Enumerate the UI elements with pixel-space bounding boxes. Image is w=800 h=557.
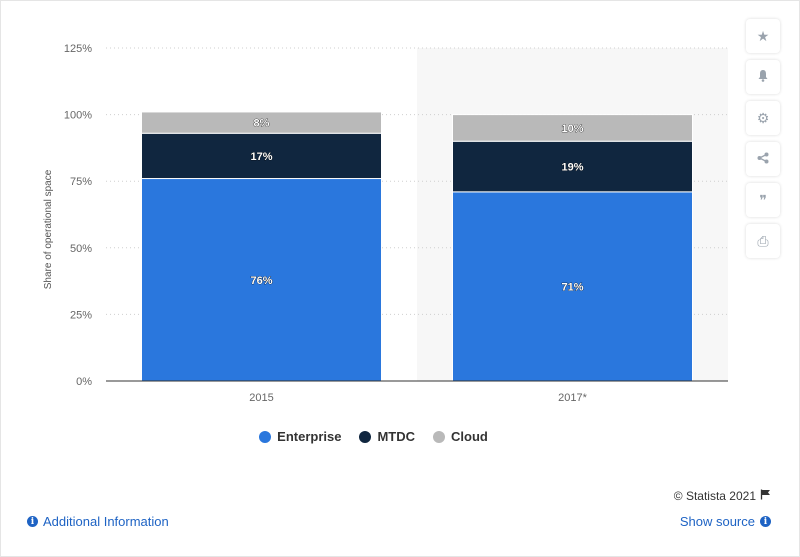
show-source-label: Show source: [679, 514, 755, 529]
legend-item-enterprise[interactable]: Enterprise: [259, 429, 341, 444]
x-tick-label: 2015: [249, 392, 273, 404]
legend-label: Enterprise: [277, 429, 342, 444]
print-icon: ⎙: [757, 232, 769, 249]
y-tick-label: 125%: [64, 43, 92, 55]
data-label: 19%: [561, 162, 583, 174]
share-icon: [757, 151, 769, 167]
chart-legend: Enterprise MTDC Cloud: [1, 429, 746, 444]
notification-button[interactable]: [746, 60, 780, 94]
info-icon: i: [760, 516, 771, 527]
favorite-button[interactable]: ★: [746, 19, 780, 53]
y-tick-label: 50%: [70, 243, 92, 255]
bar-segment: [452, 191, 693, 382]
quote-icon: ❞: [759, 191, 767, 208]
show-source-link[interactable]: Show source i: [680, 514, 771, 529]
bar-segment: [141, 178, 382, 382]
legend-item-mtdc[interactable]: MTDC: [359, 429, 415, 444]
y-tick-label: 25%: [70, 309, 92, 321]
y-tick-label: 75%: [70, 176, 92, 188]
data-label: 71%: [561, 281, 583, 293]
settings-button[interactable]: ⚙: [746, 101, 780, 135]
chart-area: 0% 25% 50% 75% 100% 125% Share of operational …: [43, 43, 728, 404]
share-button[interactable]: [746, 142, 780, 176]
gear-icon: ⚙: [756, 109, 770, 126]
legend-label: MTDC: [377, 429, 416, 444]
legend-swatch: [359, 430, 372, 443]
x-tick-label: 2017*: [558, 392, 587, 404]
print-button[interactable]: ⎙: [746, 224, 780, 258]
y-tick-label: 0%: [76, 376, 92, 388]
side-toolbar: ★ ⚙ ❞ ⎙: [746, 19, 780, 265]
data-label: 17%: [250, 151, 272, 163]
data-label: 10%: [561, 123, 583, 135]
flag-icon: [760, 489, 771, 503]
legend-item-cloud[interactable]: Cloud: [433, 429, 488, 444]
legend-label: Cloud: [451, 429, 488, 444]
bar-segment: [141, 111, 382, 134]
bar-segment: [452, 114, 693, 142]
favorite-icon: ★: [756, 27, 770, 44]
additional-information-label: Additional Information: [43, 514, 169, 529]
bell-icon: [757, 69, 769, 85]
additional-information-link[interactable]: i Additional Information: [27, 514, 169, 529]
y-axis-label: Share of operational space: [43, 169, 54, 289]
credit-text: © Statista 2021: [673, 489, 756, 503]
cite-button[interactable]: ❞: [746, 183, 780, 217]
data-label: 8%: [254, 118, 270, 130]
data-label: 76%: [250, 275, 272, 287]
y-tick-label: 100%: [64, 110, 92, 122]
info-icon: i: [27, 516, 38, 527]
legend-swatch: [259, 430, 272, 443]
legend-swatch: [433, 430, 446, 443]
statista-credit[interactable]: © Statista 2021: [674, 489, 771, 503]
